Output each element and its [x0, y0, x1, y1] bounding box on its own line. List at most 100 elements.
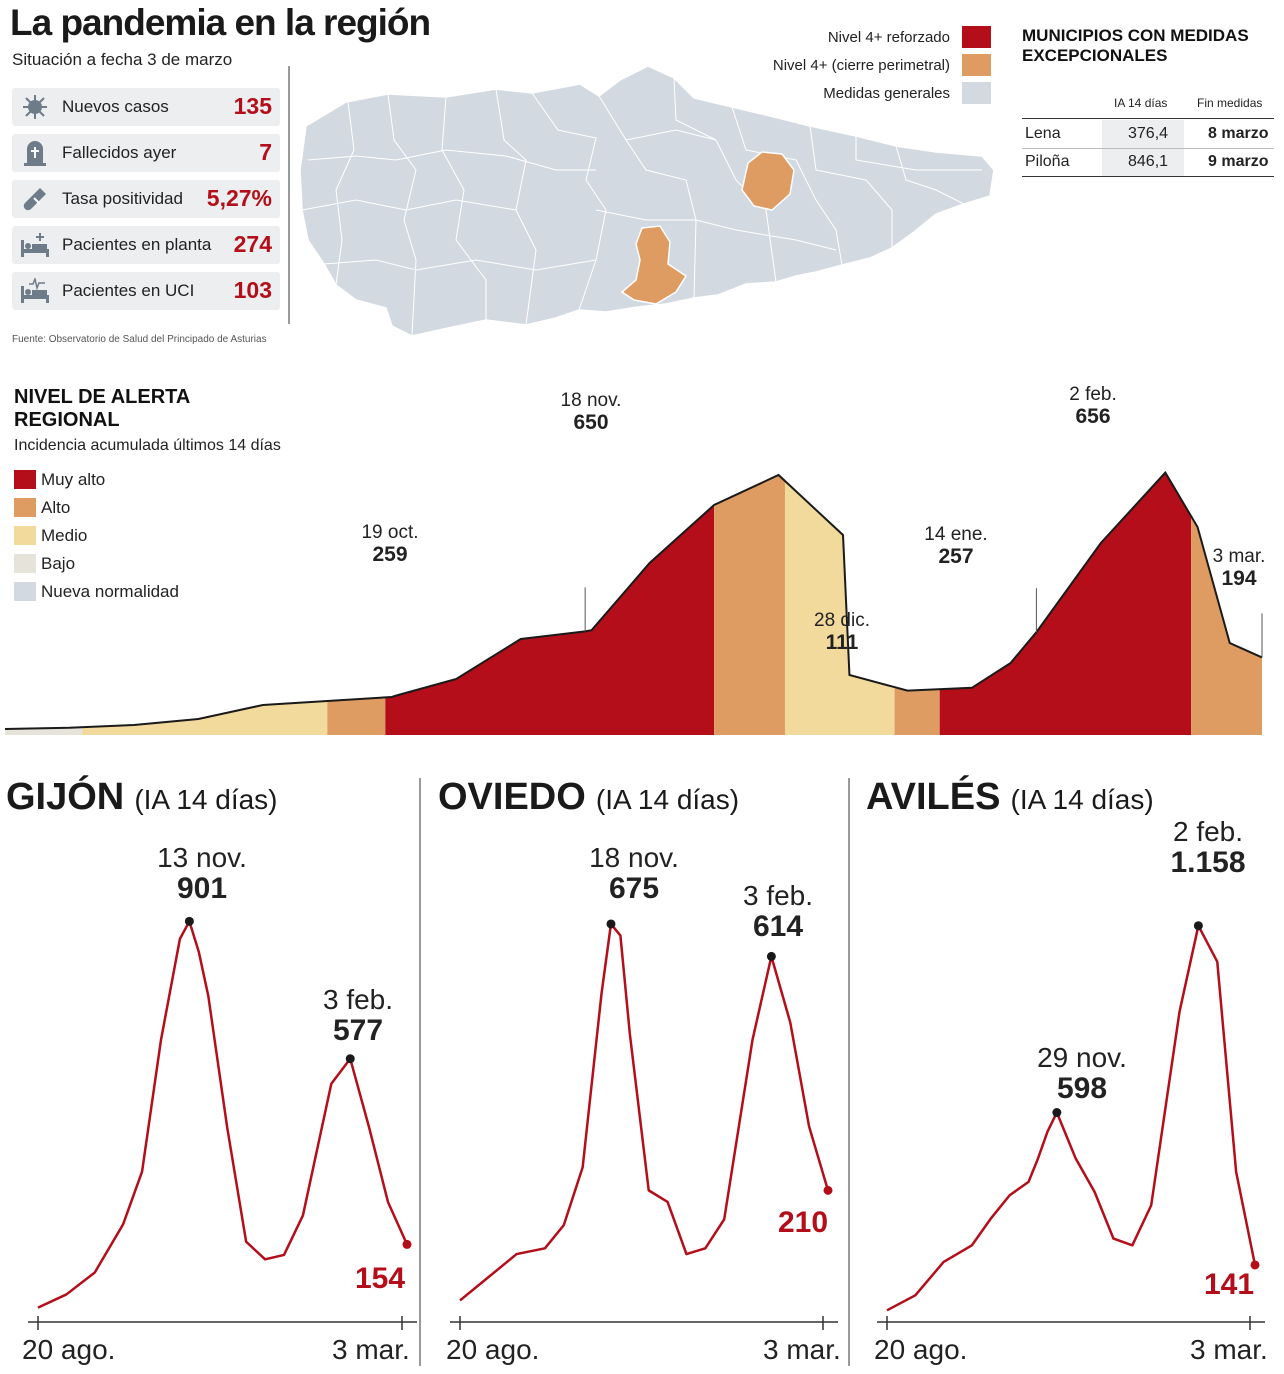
city-title-oviedo: OVIEDO (IA 14 días)	[438, 776, 739, 819]
table-cell-ia: 846,1	[1128, 153, 1169, 170]
annotation-3mar: 3 mar. 194	[1194, 546, 1284, 590]
municipios-title-line: MUNICIPIOS CON MEDIDAS	[1022, 26, 1249, 45]
annotation-date: 19 oct.	[361, 522, 419, 543]
peak-value: 675	[608, 872, 660, 905]
oviedo-peak1: 18 nov. 675	[564, 842, 704, 904]
municipios-title-line: EXCEPCIONALES	[1022, 46, 1168, 65]
annotation-18nov: 18 nov. 650	[541, 390, 641, 434]
stat-deaths: Fallecidos ayer 7	[12, 134, 280, 172]
alert-band-alto	[327, 697, 386, 735]
table-cell-name: Lena	[1025, 125, 1061, 142]
level-swatch	[14, 498, 36, 517]
peak-value: 1.158	[1170, 846, 1246, 879]
stat-label: Tasa positividad	[62, 189, 183, 208]
peak-date: 2 feb.	[1172, 816, 1244, 847]
map-legend-swatch	[962, 26, 991, 48]
gijon-peak-marker-1	[184, 916, 194, 926]
level-label: Alto	[41, 498, 71, 517]
level-swatch	[14, 582, 36, 601]
municipality-borders	[301, 77, 982, 337]
stat-value: 274	[233, 231, 272, 257]
city-ia-label: (IA 14 días)	[134, 784, 278, 815]
level-swatch	[14, 554, 36, 573]
alert-band-muy-alto	[939, 472, 1192, 735]
oviedo-end-value: 210	[778, 1206, 829, 1239]
table-rule	[1022, 176, 1274, 177]
municipios-title: MUNICIPIOS CON MEDIDAS EXCEPCIONALES	[1022, 26, 1249, 66]
gijon-peak2: 3 feb. 577	[288, 984, 428, 1046]
aviles-peak-marker-1	[1052, 1108, 1062, 1118]
page-subtitle: Situación a fecha 3 de marzo	[12, 50, 233, 69]
col-header-ia: IA 14 días	[1114, 96, 1168, 110]
stat-ward-patients: Pacientes en planta 274	[12, 226, 280, 264]
stat-label: Pacientes en UCI	[62, 281, 195, 300]
peak-date: 18 nov.	[589, 842, 679, 873]
alert-title-line: NIVEL DE ALERTA	[14, 386, 191, 408]
map-legend-label: Nivel 4+ reforzado	[827, 29, 950, 46]
peak-value: 901	[176, 872, 228, 905]
table-cell-fin: 8 marzo	[1208, 125, 1269, 142]
aviles-end-value: 141	[1204, 1268, 1255, 1301]
source-note: Fuente: Observatorio de Salud del Princi…	[12, 334, 267, 345]
annotation-28dic: 28 dic. 111	[792, 610, 892, 654]
annotation-date: 2 feb.	[1069, 384, 1117, 405]
alert-title-line: REGIONAL	[14, 409, 120, 431]
oviedo-end-marker	[823, 1185, 833, 1195]
peak-date: 3 feb.	[742, 880, 814, 911]
stat-icu-patients: Pacientes en UCI 103	[12, 272, 280, 310]
stat-value: 103	[233, 277, 272, 303]
x-label-end: 3 mar.	[332, 1334, 410, 1365]
alert-subtitle: Incidencia acumulada últimos 14 días	[14, 437, 281, 454]
table-cell-fin: 9 marzo	[1208, 153, 1269, 170]
hospital-bed-icon	[21, 233, 49, 257]
tombstone-icon	[24, 141, 46, 166]
map-legend-label: Medidas generales	[823, 85, 950, 102]
city-title-gijon: GIJÓN (IA 14 días)	[6, 776, 278, 819]
lena-region	[620, 225, 688, 305]
table-cell-ia: 376,4	[1128, 125, 1169, 142]
divider	[288, 66, 290, 324]
x-label-start: 20 ago.	[874, 1334, 968, 1365]
x-label-end: 3 mar.	[763, 1334, 841, 1365]
oviedo-peak-marker-2	[766, 951, 776, 961]
alert-band-medio	[784, 481, 895, 735]
stat-value: 7	[259, 139, 272, 165]
x-label-end: 3 mar.	[1190, 1334, 1268, 1365]
icu-bed-icon	[21, 278, 49, 303]
aviles-end-marker	[1250, 1260, 1260, 1270]
stat-positivity: Tasa positividad 5,27%	[12, 180, 280, 218]
gijon-end-value: 154	[355, 1262, 406, 1295]
peak-value: 614	[752, 910, 804, 943]
map-region	[299, 65, 995, 337]
annotation-14ene: 14 ene. 257	[906, 524, 1006, 568]
x-label-start: 20 ago.	[446, 1334, 540, 1365]
divider	[419, 778, 421, 1366]
alert-band-alto	[894, 687, 940, 735]
table-cell-name: Piloña	[1025, 153, 1070, 170]
page-title: La pandemia en la región	[10, 2, 431, 43]
alert-title: NIVEL DE ALERTA REGIONAL	[14, 386, 190, 432]
aviles-peak-marker-2	[1193, 921, 1203, 931]
gijon-peak-marker-2	[345, 1054, 355, 1064]
alert-area-chart	[4, 470, 1263, 735]
annotation-date: 18 nov.	[560, 390, 622, 411]
alert-band-alto	[714, 475, 785, 735]
gijon-end-marker	[402, 1239, 412, 1249]
stat-value: 135	[233, 93, 272, 119]
stat-label: Fallecidos ayer	[62, 143, 177, 162]
divider	[848, 778, 850, 1366]
city-title-aviles: AVILÉS (IA 14 días)	[866, 776, 1154, 819]
level-label: Bajo	[41, 554, 76, 573]
level-swatch	[14, 470, 36, 489]
annotation-value: 656	[1075, 405, 1111, 428]
annotation-value: 650	[573, 411, 609, 434]
city-ia-label: (IA 14 días)	[595, 784, 740, 815]
city-name: GIJÓN	[6, 776, 125, 818]
level-swatch	[14, 526, 36, 545]
gijon-series-line	[37, 920, 409, 1309]
annotation-value: 194	[1221, 567, 1257, 590]
pilona-region	[741, 151, 795, 211]
level-label: Muy alto	[41, 470, 106, 489]
city-name: AVILÉS	[866, 776, 1001, 818]
